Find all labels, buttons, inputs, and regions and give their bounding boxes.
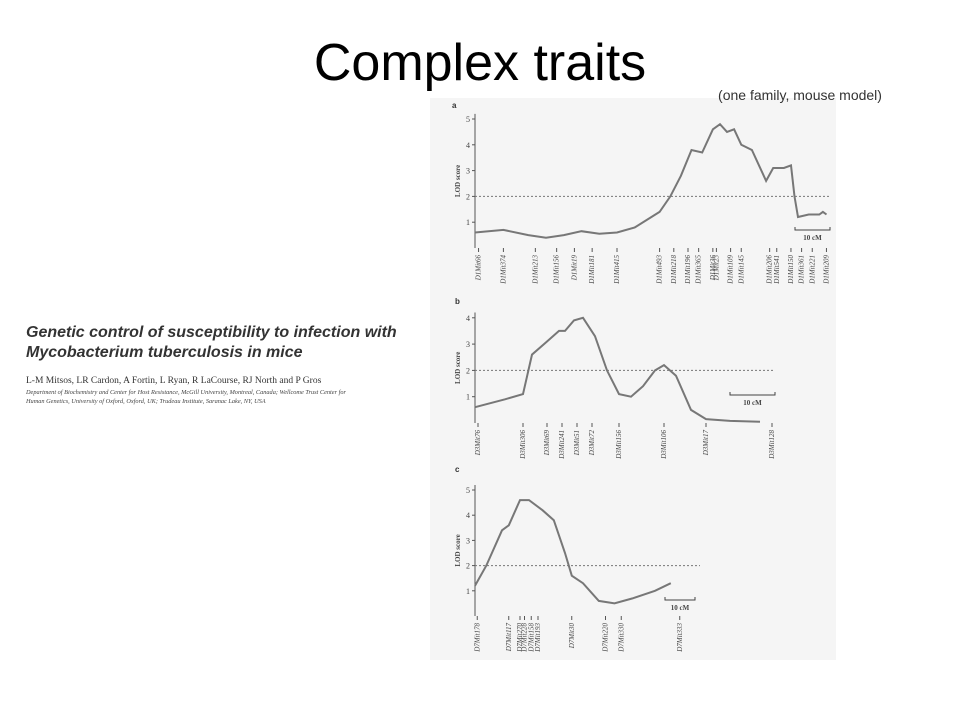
figure-panel (430, 98, 836, 660)
marker-label: D1Mit221 (808, 255, 816, 285)
scale-label: 10 cM (743, 399, 762, 407)
lod-curve (474, 499, 672, 605)
paper-title: Genetic control of susceptibility to inf… (26, 324, 397, 341)
marker-label: D3Mit17 (702, 430, 710, 457)
marker-label: D3Mit128 (768, 430, 776, 460)
marker-label: D1Mit415 (613, 255, 621, 285)
slide-subtitle: (one family, mouse model) (718, 87, 882, 103)
y-axis-label: LOD score (454, 352, 462, 384)
marker-label: D1Mit66 (475, 255, 483, 282)
y-tick-label: 2 (466, 192, 470, 201)
marker-label: D7Mit220 (602, 623, 610, 653)
y-tick-label: 4 (466, 511, 470, 520)
marker-label: D3Mit241 (558, 430, 566, 460)
marker-label: D3Mit106 (660, 430, 668, 460)
y-tick-label: 4 (466, 314, 470, 323)
marker-label: D1Mit181 (588, 255, 596, 285)
marker-label: D3Mit72 (588, 430, 596, 457)
y-tick-label: 2 (466, 562, 470, 571)
lod-curve (474, 316, 761, 423)
marker-label: D1Mit19 (570, 255, 578, 282)
y-tick-label: 5 (466, 486, 470, 495)
y-tick-label: 4 (466, 141, 470, 150)
paper-authors: L-M Mitsos, LR Cardon, A Fortin, L Ryan,… (26, 376, 322, 386)
panel-label: a (452, 101, 457, 110)
y-tick-label: 2 (466, 366, 470, 375)
marker-label: D1Mit209 (822, 255, 830, 285)
marker-label: D1Mit374 (499, 255, 507, 285)
paper-title: Mycobacterium tuberculosis in mice (26, 344, 303, 361)
y-tick-label: 5 (466, 115, 470, 124)
marker-label: D1Mit23 (712, 255, 720, 282)
marker-label: D1Mit145 (737, 255, 745, 285)
marker-label: D7Mit330 (617, 623, 625, 653)
marker-label: D7Mit333 (676, 623, 684, 653)
marker-label: D1Mit196 (684, 255, 692, 285)
marker-label: D3Mit69 (543, 430, 551, 457)
marker-label: D7Mit193 (534, 623, 542, 653)
panel-label: b (455, 297, 460, 306)
lod-curve (474, 122, 828, 239)
slide-title: Complex traits (314, 34, 646, 92)
marker-label: D1Mit361 (798, 255, 806, 285)
y-tick-label: 3 (466, 167, 470, 176)
marker-label: D1Mit365 (695, 255, 703, 285)
panel-label: c (455, 465, 460, 474)
marker-label: D3Mit51 (573, 430, 581, 456)
paper-affiliation: Human Genetics, University of Oxford, Ox… (25, 398, 266, 405)
marker-label: D7Mit30 (568, 623, 576, 650)
y-tick-label: 1 (466, 218, 470, 227)
marker-label: D1Mit206 (766, 255, 774, 285)
y-tick-label: 3 (466, 536, 470, 545)
marker-label: D3Mit156 (615, 430, 623, 460)
marker-label: D7Mit228 (521, 623, 529, 653)
marker-label: D1Mit156 (553, 255, 561, 285)
marker-label: D1Mit493 (656, 255, 664, 285)
marker-label: D1Mit218 (670, 255, 678, 285)
scale-label: 10 cM (671, 604, 690, 612)
marker-label: D3Mit76 (474, 430, 482, 457)
scale-bar (664, 597, 696, 601)
marker-label: D7Mit117 (505, 623, 513, 653)
y-tick-label: 3 (466, 340, 470, 349)
marker-label: D1Mit109 (727, 255, 735, 285)
marker-label: D7Mit270 (516, 623, 524, 653)
marker-label: D1Mit213 (531, 255, 539, 285)
marker-label: D1Mit541 (773, 255, 781, 285)
y-axis-label: LOD score (454, 165, 462, 197)
paper-affiliation: Department of Biochemistry and Center fo… (25, 389, 346, 396)
marker-label: D7Mit178 (473, 623, 481, 653)
y-tick-label: 1 (466, 587, 470, 596)
marker-label: D1Mit36 (709, 255, 717, 282)
scale-bar (794, 227, 831, 231)
marker-label: D7Mit158 (527, 623, 535, 653)
scale-label: 10 cM (803, 234, 822, 242)
y-axis-label: LOD score (454, 534, 462, 566)
marker-label: D1Mit150 (787, 255, 795, 285)
y-tick-label: 1 (466, 393, 470, 402)
marker-label: D3Mit306 (519, 430, 527, 460)
scale-bar (729, 392, 776, 396)
